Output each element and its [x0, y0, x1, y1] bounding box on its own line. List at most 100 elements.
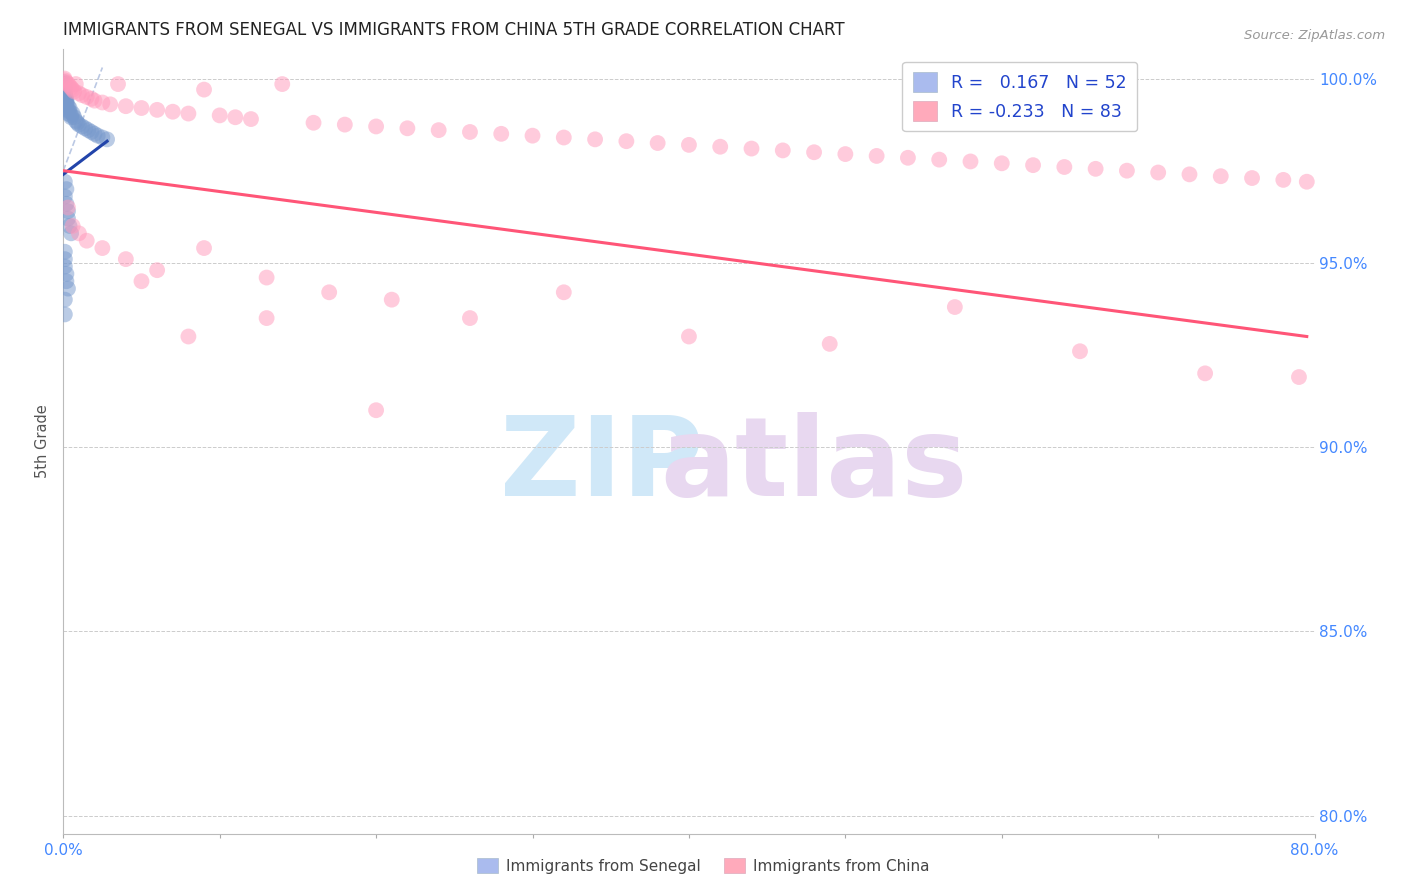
Point: [53, 252, 76, 266]
Point: [77, 123, 100, 137]
Point: [58, 104, 80, 119]
Point: [177, 329, 200, 343]
Point: [193, 241, 215, 255]
Point: [96, 132, 118, 146]
Point: [1022, 158, 1045, 172]
Point: [55, 197, 77, 211]
Point: [115, 252, 138, 266]
Point: [56, 77, 79, 91]
Point: [53, 82, 76, 96]
Point: [897, 151, 920, 165]
Point: [678, 137, 700, 152]
Point: [318, 285, 340, 300]
Point: [53, 73, 76, 87]
Point: [53, 71, 76, 86]
Point: [115, 99, 138, 113]
Point: [67, 118, 90, 132]
Point: [63, 85, 86, 99]
Point: [208, 108, 231, 122]
Point: [1147, 165, 1170, 179]
Point: [256, 311, 278, 326]
Point: [522, 128, 544, 143]
Point: [53, 75, 76, 89]
Point: [834, 147, 856, 161]
Point: [553, 285, 575, 300]
Point: [1178, 167, 1201, 181]
Text: ZIP: ZIP: [499, 411, 703, 518]
Point: [67, 87, 90, 101]
Point: [65, 114, 87, 128]
Point: [56, 201, 79, 215]
Point: [58, 219, 80, 233]
Point: [66, 116, 89, 130]
Point: [60, 227, 83, 241]
Point: [491, 127, 513, 141]
Point: [55, 94, 77, 108]
Point: [1272, 173, 1295, 187]
Point: [53, 307, 76, 321]
Point: [943, 300, 966, 314]
Point: [56, 211, 79, 226]
Point: [60, 110, 83, 124]
Point: [83, 94, 105, 108]
Point: [91, 130, 114, 145]
Point: [647, 136, 669, 150]
Point: [53, 80, 76, 95]
Point: [458, 125, 481, 139]
Point: [91, 95, 114, 110]
Point: [741, 142, 763, 156]
Point: [55, 97, 77, 112]
Point: [55, 267, 77, 281]
Point: [366, 403, 388, 417]
Point: [83, 127, 105, 141]
Point: [58, 78, 80, 93]
Point: [107, 77, 129, 91]
Point: [302, 116, 325, 130]
Point: [256, 270, 278, 285]
Point: [1194, 367, 1216, 381]
Point: [53, 77, 76, 91]
Point: [55, 182, 77, 196]
Point: [62, 106, 84, 120]
Point: [1288, 370, 1310, 384]
Point: [80, 125, 103, 139]
Point: [1084, 161, 1107, 176]
Point: [131, 101, 153, 115]
Point: [239, 112, 263, 126]
Point: [616, 134, 638, 148]
Text: IMMIGRANTS FROM SENEGAL VS IMMIGRANTS FROM CHINA 5TH GRADE CORRELATION CHART: IMMIGRANTS FROM SENEGAL VS IMMIGRANTS FR…: [63, 21, 845, 39]
Point: [53, 80, 76, 95]
Point: [80, 92, 103, 106]
Point: [62, 82, 84, 96]
Point: [709, 139, 731, 153]
Point: [75, 121, 97, 136]
Point: [55, 92, 77, 106]
Point: [1209, 169, 1232, 184]
Point: [53, 92, 76, 106]
Point: [583, 132, 606, 146]
Point: [177, 106, 200, 120]
Point: [193, 82, 215, 96]
Point: [991, 156, 1014, 170]
Point: [1069, 344, 1091, 359]
Point: [772, 144, 794, 158]
Point: [53, 244, 76, 259]
Point: [86, 128, 108, 143]
Point: [1116, 163, 1139, 178]
Point: [1053, 160, 1076, 174]
Point: [553, 130, 575, 145]
Point: [53, 260, 76, 274]
Point: [53, 189, 76, 203]
Point: [458, 311, 481, 326]
Point: [62, 219, 84, 233]
Point: [56, 106, 79, 120]
Point: [678, 329, 700, 343]
Point: [381, 293, 404, 307]
Point: [818, 337, 841, 351]
Point: [53, 87, 76, 101]
Point: [76, 90, 98, 104]
Point: [1241, 171, 1264, 186]
Point: [60, 108, 83, 122]
Point: [162, 104, 184, 119]
Point: [60, 80, 83, 95]
